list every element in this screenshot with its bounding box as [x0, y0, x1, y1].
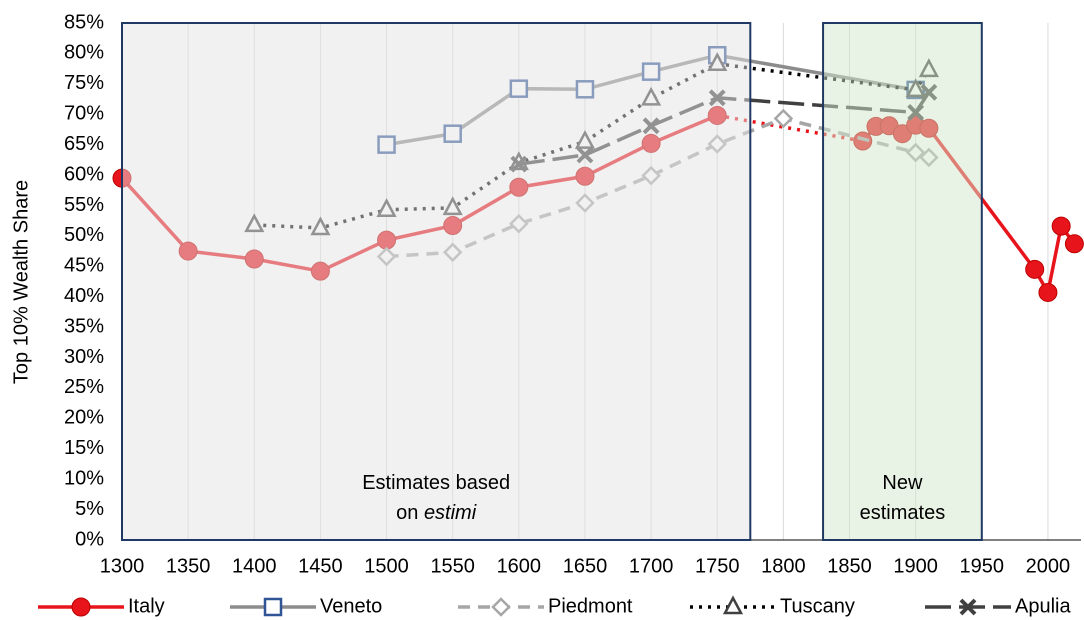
marker — [722, 595, 744, 615]
region — [121, 22, 752, 541]
region — [822, 22, 983, 541]
legend-label: Italy — [128, 595, 165, 617]
legend-label: Piedmont — [548, 595, 633, 617]
x-tick-label: 1400 — [232, 555, 277, 577]
legend-label: Apulia — [1015, 595, 1071, 617]
region-label-part: New — [882, 472, 923, 494]
marker — [1064, 234, 1084, 254]
marker — [959, 598, 977, 616]
series-dotted-segment — [716, 113, 864, 143]
y-tick-label: 70% — [64, 103, 104, 125]
x-tick-label: 1350 — [166, 555, 211, 577]
region-label: estimates — [860, 502, 946, 524]
marker — [773, 108, 794, 129]
y-tick-label: 5% — [75, 498, 104, 520]
y-tick-label: 45% — [64, 255, 104, 277]
y-tick-label: 80% — [64, 42, 104, 64]
y-tick-label: 25% — [64, 376, 104, 398]
y-tick-label: 30% — [64, 346, 104, 368]
region-label: Estimates based — [362, 472, 510, 494]
y-tick-label: 65% — [64, 133, 104, 155]
y-tick-label: 85% — [64, 11, 104, 33]
x-tick-label: 1500 — [364, 555, 409, 577]
region-label: New — [882, 472, 923, 494]
y-tick-label: 50% — [64, 224, 104, 246]
marker — [1051, 216, 1071, 236]
region-label-part: estimates — [860, 502, 946, 524]
region-label-part: estimi — [424, 502, 477, 524]
x-tick-label: 1850 — [827, 555, 872, 577]
y-tick-label: 35% — [64, 315, 104, 337]
x-tick-label: 1800 — [761, 555, 806, 577]
x-tick-label: 1600 — [497, 555, 542, 577]
x-tick-label: 1950 — [960, 555, 1005, 577]
x-tick-label: 1650 — [563, 555, 608, 577]
marker — [1025, 259, 1045, 279]
y-tick-label: 60% — [64, 163, 104, 185]
marker — [1038, 282, 1058, 302]
y-tick-label: 75% — [64, 72, 104, 94]
x-tick-label: 1300 — [100, 555, 145, 577]
y-tick-label: 0% — [75, 528, 104, 550]
y-tick-label: 10% — [64, 467, 104, 489]
marker — [71, 597, 91, 617]
x-tick-label: 1900 — [893, 555, 938, 577]
region-label-part: Estimates based — [362, 472, 510, 494]
y-tick-label: 15% — [64, 437, 104, 459]
x-tick-label: 1550 — [430, 555, 475, 577]
marker — [263, 597, 283, 617]
legend-label: Tuscany — [780, 595, 855, 617]
y-tick-label: 55% — [64, 194, 104, 216]
y-tick-label: 40% — [64, 285, 104, 307]
y-axis-title: Top 10% Wealth Share — [10, 180, 32, 384]
region-label-part: on — [396, 502, 424, 524]
x-tick-label: 1750 — [695, 555, 740, 577]
legend-label: Veneto — [320, 595, 382, 617]
region-label: on estimi — [396, 502, 477, 524]
x-tick-label: 1450 — [298, 555, 343, 577]
x-tick-label: 2000 — [1026, 555, 1071, 577]
y-tick-label: 20% — [64, 407, 104, 429]
x-tick-label: 1700 — [629, 555, 674, 577]
marker — [491, 597, 511, 617]
